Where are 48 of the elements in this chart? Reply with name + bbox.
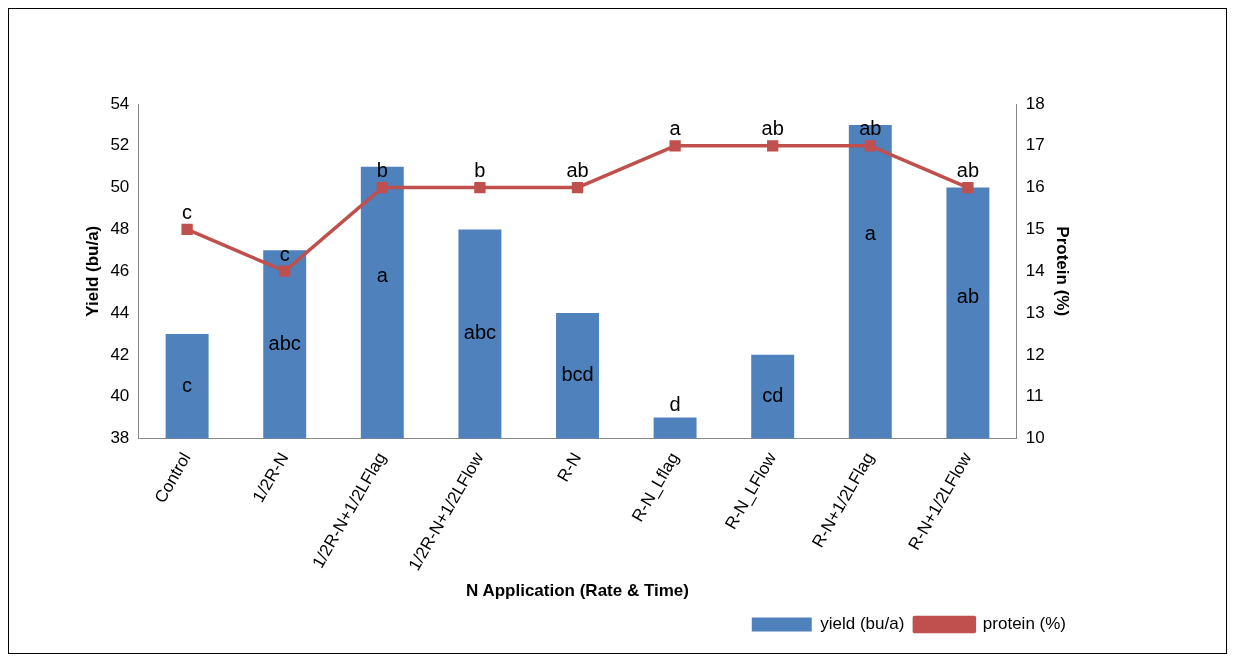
y-tick-label: 50 (110, 177, 130, 197)
data-label: c (279, 242, 290, 265)
point (474, 181, 486, 194)
data-label: abc (268, 331, 301, 354)
y-tick-label: 40 (110, 386, 130, 406)
point (376, 181, 388, 194)
y2-tick-label: 11 (1025, 386, 1044, 406)
data-label: d (669, 393, 681, 416)
data-label: ab (761, 117, 784, 140)
point (181, 223, 193, 236)
data-label: ab (956, 159, 980, 182)
point (571, 181, 584, 194)
point (669, 140, 681, 152)
y2-axis-title: Protein (%) (1053, 226, 1073, 317)
point (864, 140, 876, 152)
data-label: ab (956, 285, 980, 308)
y-tick-label: 44 (110, 302, 130, 322)
data-label: bcd (561, 363, 594, 386)
y2-tick-label: 16 (1025, 177, 1045, 197)
y2-tick-label: 13 (1025, 302, 1045, 322)
point (962, 181, 974, 194)
point (279, 265, 291, 277)
y2-tick-label: 18 (1025, 93, 1045, 113)
y2-tick-label: 12 (1025, 344, 1045, 364)
legend-label: yield (bu/a) (820, 614, 905, 634)
y-tick-label: 54 (110, 93, 130, 113)
data-label: ab (566, 159, 589, 182)
data-label: abc (463, 321, 497, 344)
y-tick-label: 48 (110, 219, 130, 239)
y2-tick-label: 15 (1025, 219, 1045, 239)
y2-tick-label: 17 (1025, 135, 1045, 155)
data-label: b (474, 159, 486, 182)
data-label: c (182, 200, 193, 223)
legend-label: protein (%) (982, 614, 1066, 634)
y2-tick-label: 10 (1025, 428, 1045, 448)
y-tick-label: 38 (110, 428, 130, 448)
point (767, 140, 779, 152)
data-label: a (864, 222, 877, 245)
y-tick-label: 42 (110, 344, 130, 364)
x-axis-title: N Application (Rate & Time) (466, 581, 689, 601)
y-tick-label: 46 (110, 260, 130, 280)
y-tick-label: 52 (110, 135, 130, 155)
y-axis-title: Yield (bu/a) (82, 225, 102, 317)
data-label: cd (762, 384, 784, 407)
y2-tick-label: 14 (1025, 260, 1045, 280)
data-label: a (376, 264, 389, 287)
data-label: a (669, 117, 682, 140)
data-label: c (182, 373, 193, 396)
